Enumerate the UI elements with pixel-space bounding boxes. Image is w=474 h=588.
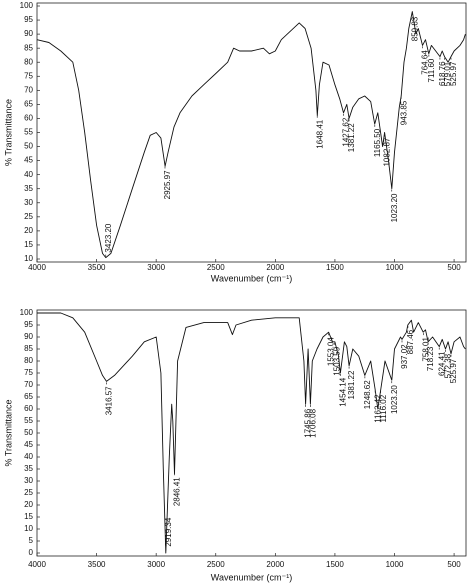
y-tick-label: 85 <box>24 344 33 353</box>
peak-label: 1745.86 <box>304 408 313 437</box>
y-tick-label: 45 <box>24 440 33 449</box>
y-tick-label: 5 <box>29 536 34 545</box>
spectrum-line <box>36 11 466 259</box>
y-tick-label: 20 <box>24 500 33 509</box>
peak-label: 2919.34 <box>164 517 173 546</box>
x-axis-title: Wavenumber (cm⁻¹) <box>211 572 292 582</box>
y-tick-label: 50 <box>24 428 33 437</box>
y-tick-label: 100 <box>20 1 34 10</box>
peak-label: 2846.41 <box>173 477 182 506</box>
y-tick-label: 30 <box>24 198 33 207</box>
peak-label: 943.85 <box>399 100 408 125</box>
y-tick-label: 100 <box>20 308 34 317</box>
peak-label: 1162.42 <box>373 394 382 423</box>
x-tick-label: 1000 <box>386 560 404 569</box>
peak-label: 525.97 <box>449 61 458 86</box>
peak-label: 711.60 <box>427 58 436 82</box>
x-tick-label: 3500 <box>88 560 106 569</box>
peak-label: 3423.20 <box>104 223 113 252</box>
y-tick-label: 0 <box>29 548 34 557</box>
y-tick-label: 20 <box>24 226 33 235</box>
y-tick-label: 75 <box>24 71 33 80</box>
y-tick-label: 95 <box>24 320 33 329</box>
peak-label: 1706.08 <box>308 408 317 437</box>
y-tick-label: 25 <box>24 488 33 497</box>
y-tick-label: 60 <box>24 114 33 123</box>
x-axis-title: Wavenumber (cm⁻¹) <box>211 273 292 283</box>
y-tick-label: 75 <box>24 368 33 377</box>
y-tick-label: 40 <box>24 170 33 179</box>
x-tick-label: 500 <box>447 263 461 272</box>
peak-label: 758.01 <box>421 337 430 362</box>
peak-label: 618.76 <box>438 61 447 86</box>
peak-label: 1648.41 <box>315 119 324 148</box>
peak-label: 764.64 <box>421 50 430 75</box>
peak-label: 850.83 <box>410 16 419 41</box>
y-tick-label: 65 <box>24 99 33 108</box>
spectrum-line <box>37 312 466 554</box>
peak-label: 1553.04 <box>327 337 336 366</box>
x-tick-label: 3000 <box>147 263 165 272</box>
y-tick-label: 35 <box>24 184 33 193</box>
peak-label: 1454.14 <box>338 377 347 406</box>
y-axis-title: % Transmittance <box>3 399 13 466</box>
y-tick-label: 80 <box>24 57 33 66</box>
y-tick-label: 80 <box>24 356 33 365</box>
peak-label: 572.38 <box>444 353 453 378</box>
y-tick-label: 55 <box>24 416 33 425</box>
y-tick-label: 10 <box>24 254 33 263</box>
plot-frame <box>36 2 467 263</box>
x-tick-label: 2500 <box>207 263 225 272</box>
y-tick-label: 35 <box>24 464 33 473</box>
y-tick-label: 90 <box>24 29 33 38</box>
peak-label: 1165.50 <box>373 128 382 157</box>
y-tick-label: 70 <box>24 380 33 389</box>
y-tick-label: 50 <box>24 142 33 151</box>
x-tick-label: 3000 <box>147 560 165 569</box>
peak-label: 1381.22 <box>347 370 356 399</box>
x-tick-label: 1000 <box>386 263 404 272</box>
peak-label: 718.23 <box>426 346 435 371</box>
x-tick-label: 1500 <box>326 560 344 569</box>
peak-label: 1503.59 <box>333 346 342 375</box>
peak-label: 1116.02 <box>379 394 388 422</box>
peak-label: 1381.22 <box>347 123 356 152</box>
x-tick-label: 4000 <box>28 263 46 272</box>
peak-label: 525.97 <box>449 358 458 383</box>
y-tick-label: 30 <box>24 476 33 485</box>
y-tick-label: 70 <box>24 85 33 94</box>
x-tick-label: 2500 <box>207 560 225 569</box>
y-tick-label: 10 <box>24 524 33 533</box>
x-tick-label: 500 <box>447 560 461 569</box>
peak-label: 624.41 <box>437 351 446 376</box>
peak-label: 1427.62 <box>342 117 351 146</box>
x-tick-label: 1500 <box>326 263 344 272</box>
y-tick-label: 55 <box>24 128 33 137</box>
y-tick-label: 90 <box>24 332 33 341</box>
x-tick-label: 2000 <box>266 560 284 569</box>
y-tick-label: 40 <box>24 452 33 461</box>
y-tick-label: 65 <box>24 392 33 401</box>
peak-label: 1082.87 <box>383 137 392 166</box>
peak-label: 2925.97 <box>163 170 172 199</box>
y-tick-label: 60 <box>24 404 33 413</box>
x-tick-label: 2000 <box>266 263 284 272</box>
x-tick-label: 3500 <box>88 263 106 272</box>
y-tick-label: 15 <box>24 512 33 521</box>
peak-label: 3416.57 <box>105 386 114 415</box>
peak-label: 579.01 <box>443 61 452 86</box>
y-tick-label: 95 <box>24 15 33 24</box>
peak-label: 1248.62 <box>363 380 372 409</box>
peak-label: 937.02 <box>400 344 409 369</box>
peak-label: 1023.20 <box>390 385 399 414</box>
y-tick-label: 85 <box>24 43 33 52</box>
x-tick-label: 4000 <box>28 560 46 569</box>
y-tick-label: 25 <box>24 212 33 221</box>
y-tick-label: 15 <box>24 240 33 249</box>
peak-label: 1023.20 <box>390 193 399 222</box>
y-tick-label: 45 <box>24 156 33 165</box>
y-axis-title: % Transmittance <box>3 99 13 166</box>
peak-label: 887.46 <box>406 329 415 354</box>
